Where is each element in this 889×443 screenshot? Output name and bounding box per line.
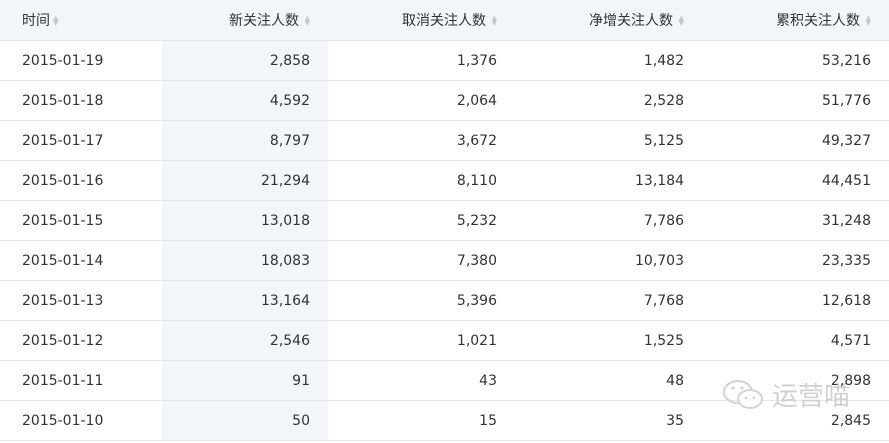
table-cell: 12,618 bbox=[702, 280, 889, 321]
table-row: 2015-01-11 91 43 48 2,898 bbox=[0, 360, 889, 401]
table-row: 2015-01-10 50 15 35 2,845 bbox=[0, 400, 889, 441]
table-row: 2015-01-12 2,546 1,021 1,525 4,571 bbox=[0, 320, 889, 361]
table-cell: 2015-01-11 bbox=[0, 360, 162, 401]
table-cell: 13,018 bbox=[162, 200, 328, 241]
column-header-1[interactable]: 新关注人数 ▲ ▼ bbox=[162, 0, 328, 41]
table-cell: 13,164 bbox=[162, 280, 328, 321]
watermark-text: 运营喵 bbox=[772, 382, 851, 412]
table-cell: 2015-01-16 bbox=[0, 160, 162, 201]
table-cell: 43 bbox=[328, 360, 515, 401]
table-cell: 51,776 bbox=[702, 80, 889, 121]
sort-icon[interactable]: ▲ ▼ bbox=[491, 14, 497, 27]
table-row: 2015-01-18 4,592 2,064 2,528 51,776 bbox=[0, 80, 889, 121]
table-cell: 21,294 bbox=[162, 160, 328, 201]
sort-icon[interactable]: ▲ ▼ bbox=[678, 14, 684, 27]
table-cell: 2,528 bbox=[515, 80, 702, 121]
column-label: 时间 bbox=[22, 13, 50, 29]
table-cell: 91 bbox=[162, 360, 328, 401]
table-cell: 48 bbox=[515, 360, 702, 401]
table-cell: 2015-01-10 bbox=[0, 400, 162, 441]
table-cell: 2,845 bbox=[702, 400, 889, 441]
table-cell: 1,525 bbox=[515, 320, 702, 361]
table-cell: 7,768 bbox=[515, 280, 702, 321]
column-label: 取消关注人数 bbox=[402, 13, 486, 29]
table-cell: 44,451 bbox=[702, 160, 889, 201]
table-cell: 53,216 bbox=[702, 40, 889, 81]
sort-icon[interactable]: ▲ ▼ bbox=[53, 14, 59, 27]
table-row: 2015-01-19 2,858 1,376 1,482 53,216 bbox=[0, 40, 889, 81]
column-label: 净增关注人数 bbox=[589, 13, 673, 29]
table-row: 2015-01-16 21,294 8,110 13,184 44,451 bbox=[0, 160, 889, 201]
table-cell: 2015-01-19 bbox=[0, 40, 162, 81]
table-cell: 4,571 bbox=[702, 320, 889, 361]
table-cell: 7,380 bbox=[328, 240, 515, 281]
table-cell: 1,376 bbox=[328, 40, 515, 81]
table-cell: 7,786 bbox=[515, 200, 702, 241]
table-cell: 2015-01-12 bbox=[0, 320, 162, 361]
table-cell: 4,592 bbox=[162, 80, 328, 121]
column-label: 累积关注人数 bbox=[776, 13, 860, 29]
table-cell: 1,021 bbox=[328, 320, 515, 361]
table-row: 2015-01-15 13,018 5,232 7,786 31,248 bbox=[0, 200, 889, 241]
wechat-icon bbox=[723, 379, 763, 409]
table-cell: 2,546 bbox=[162, 320, 328, 361]
table-cell: 2015-01-15 bbox=[0, 200, 162, 241]
table-cell: 5,125 bbox=[515, 120, 702, 161]
table-cell: 8,797 bbox=[162, 120, 328, 161]
table-row: 2015-01-14 18,083 7,380 10,703 23,335 bbox=[0, 240, 889, 281]
table-cell: 18,083 bbox=[162, 240, 328, 281]
table-cell: 2015-01-17 bbox=[0, 120, 162, 161]
table-cell: 2015-01-13 bbox=[0, 280, 162, 321]
sort-icon[interactable]: ▲ ▼ bbox=[865, 14, 871, 27]
table-cell: 13,184 bbox=[515, 160, 702, 201]
table-cell: 3,672 bbox=[328, 120, 515, 161]
table-cell: 2,858 bbox=[162, 40, 328, 81]
column-header-4[interactable]: 累积关注人数 ▲ ▼ bbox=[702, 0, 889, 41]
table-row: 2015-01-13 13,164 5,396 7,768 12,618 bbox=[0, 280, 889, 321]
table-cell: 23,335 bbox=[702, 240, 889, 281]
table-cell: 10,703 bbox=[515, 240, 702, 281]
table-cell: 2015-01-14 bbox=[0, 240, 162, 281]
sort-icon[interactable]: ▲ ▼ bbox=[304, 14, 310, 27]
table-cell: 49,327 bbox=[702, 120, 889, 161]
table-cell: 31,248 bbox=[702, 200, 889, 241]
column-header-2[interactable]: 取消关注人数 ▲ ▼ bbox=[328, 0, 515, 41]
table-row: 2015-01-17 8,797 3,672 5,125 49,327 bbox=[0, 120, 889, 161]
table-cell: 1,482 bbox=[515, 40, 702, 81]
table-cell: 50 bbox=[162, 400, 328, 441]
column-header-0[interactable]: 时间 ▲ ▼ bbox=[0, 0, 162, 41]
column-header-3[interactable]: 净增关注人数 ▲ ▼ bbox=[515, 0, 702, 41]
table-cell: 35 bbox=[515, 400, 702, 441]
table-cell: 8,110 bbox=[328, 160, 515, 201]
table-cell: 2015-01-18 bbox=[0, 80, 162, 121]
table-cell: 5,232 bbox=[328, 200, 515, 241]
table-cell: 5,396 bbox=[328, 280, 515, 321]
table-cell: 2,064 bbox=[328, 80, 515, 121]
watermark: 运营喵 bbox=[722, 376, 850, 413]
table-cell: 15 bbox=[328, 400, 515, 441]
column-label: 新关注人数 bbox=[229, 13, 299, 29]
